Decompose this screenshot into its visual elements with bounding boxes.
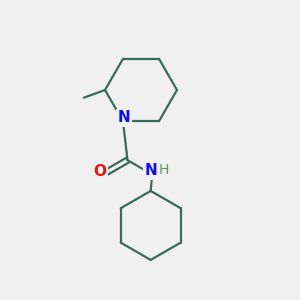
- Text: N: N: [118, 110, 130, 125]
- Text: N: N: [144, 163, 157, 178]
- Text: O: O: [94, 164, 106, 179]
- Text: H: H: [158, 163, 169, 177]
